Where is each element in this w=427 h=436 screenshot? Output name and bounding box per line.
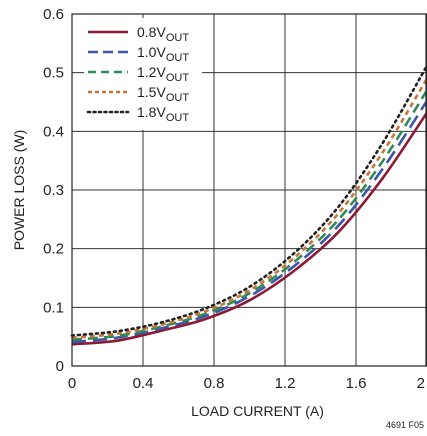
legend-label-3: 1.5VOUT	[137, 84, 189, 104]
legend-label-main: 1.0V	[137, 44, 166, 60]
x-tick-label: 0	[68, 375, 76, 392]
y-tick-label: 0.6	[43, 6, 64, 23]
legend-label-subscript: OUT	[166, 72, 190, 84]
y-tick-label: 0.3	[43, 182, 64, 199]
x-tick-label: 2	[417, 375, 425, 392]
legend-label-0: 0.8VOUT	[137, 24, 189, 44]
legend-label-2: 1.2VOUT	[137, 64, 189, 84]
y-tick-label: 0.4	[43, 123, 64, 140]
series-lines	[70, 64, 427, 346]
series-line-1	[71, 100, 427, 344]
y-tick-label: 0.5	[43, 65, 64, 82]
legend-label-main: 1.2V	[137, 64, 166, 80]
x-axis-title: LOAD CURRENT (A)	[191, 403, 324, 419]
series-line-4	[70, 64, 427, 337]
legend-label-main: 1.8V	[137, 104, 166, 120]
plot-frame	[71, 13, 427, 367]
x-tick-label: 1.2	[275, 375, 296, 392]
y-axis-title: POWER LOSS (W)	[11, 130, 27, 251]
y-tick-label: 0.1	[43, 299, 64, 316]
y-tick-labels: 0 0.1 0.2 0.3 0.4 0.5 0.6	[43, 6, 64, 375]
series-line-0	[71, 111, 427, 346]
series-line-3	[71, 77, 427, 340]
x-tick-label: 0.8	[204, 375, 225, 392]
figure-id: 4691 F05	[386, 420, 424, 430]
y-tick-label: 0.2	[43, 241, 64, 258]
legend-label-subscript: OUT	[166, 52, 190, 64]
legend-label-subscript: OUT	[166, 32, 190, 44]
legend-label-main: 1.5V	[137, 84, 166, 100]
x-tick-labels: 0 0.4 0.8 1.2 1.6 2	[68, 375, 425, 392]
legend-label-subscript: OUT	[166, 112, 190, 124]
legend-label-4: 1.8VOUT	[137, 104, 189, 124]
legend-label-main: 0.8V	[137, 24, 166, 40]
legend-label-subscript: OUT	[166, 92, 190, 104]
x-tick-label: 1.6	[346, 375, 367, 392]
x-tick-label: 0.4	[133, 375, 154, 392]
legend-label-1: 1.0VOUT	[137, 44, 189, 64]
y-tick-label: 0	[56, 358, 64, 375]
